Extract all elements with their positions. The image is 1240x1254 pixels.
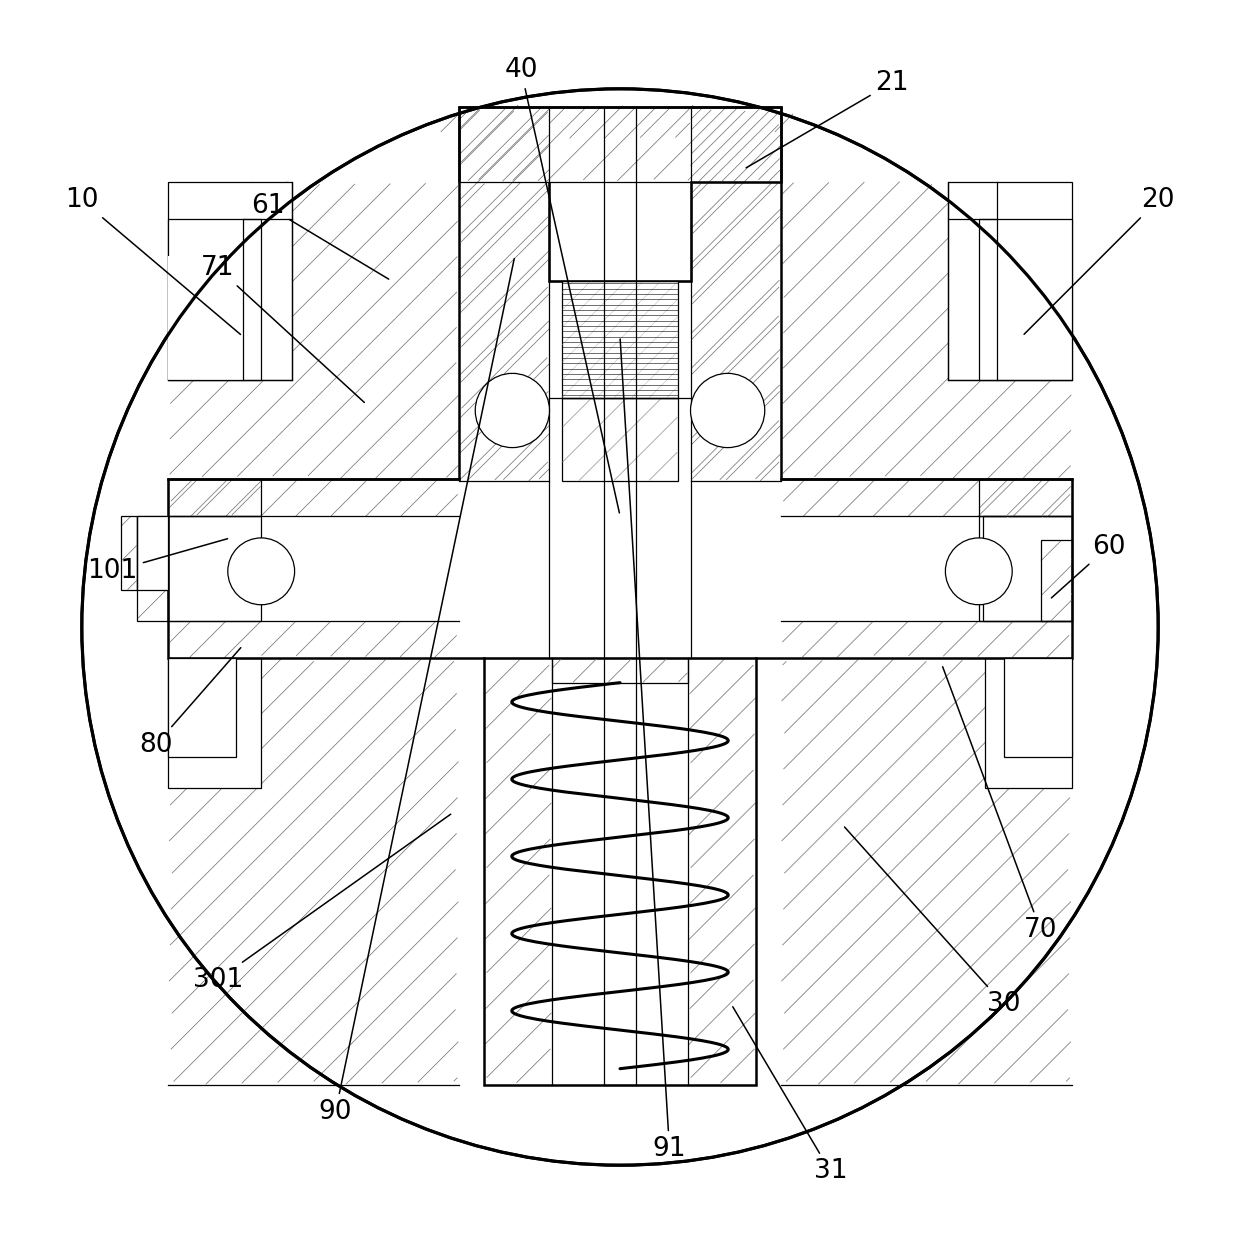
- Bar: [1040, 540, 1071, 621]
- Text: 71: 71: [201, 256, 365, 403]
- Text: 30: 30: [844, 828, 1021, 1017]
- Bar: [122, 515, 138, 589]
- Circle shape: [945, 538, 1012, 604]
- Text: 80: 80: [139, 647, 241, 757]
- Bar: [552, 658, 688, 682]
- Text: 61: 61: [250, 193, 388, 280]
- Bar: [1003, 658, 1071, 757]
- Bar: [985, 658, 1071, 788]
- Circle shape: [691, 374, 765, 448]
- Bar: [982, 515, 1071, 621]
- Text: 20: 20: [1024, 187, 1176, 335]
- Bar: [978, 479, 1071, 515]
- Bar: [138, 515, 169, 589]
- Text: 70: 70: [942, 667, 1058, 943]
- Circle shape: [475, 374, 549, 448]
- Bar: [781, 515, 1071, 621]
- Bar: [169, 256, 243, 380]
- Text: 10: 10: [64, 187, 241, 335]
- Bar: [169, 218, 262, 380]
- Bar: [169, 658, 262, 788]
- Bar: [169, 515, 262, 621]
- Bar: [947, 182, 1071, 380]
- Bar: [484, 482, 756, 658]
- Text: 60: 60: [1052, 534, 1126, 598]
- Text: 91: 91: [620, 339, 686, 1162]
- Bar: [138, 515, 169, 621]
- Bar: [562, 281, 678, 398]
- Circle shape: [228, 538, 295, 604]
- Bar: [549, 182, 691, 482]
- Bar: [978, 515, 1071, 621]
- Bar: [552, 658, 688, 1085]
- Text: 301: 301: [192, 814, 450, 993]
- Bar: [562, 398, 678, 482]
- Bar: [169, 658, 237, 757]
- Text: 40: 40: [505, 58, 620, 513]
- Circle shape: [82, 89, 1158, 1165]
- Text: 21: 21: [746, 70, 909, 168]
- Bar: [978, 218, 1071, 380]
- Bar: [169, 515, 459, 621]
- Text: 31: 31: [733, 1007, 847, 1184]
- Text: 101: 101: [88, 539, 228, 584]
- Bar: [169, 182, 293, 380]
- Text: 90: 90: [319, 258, 515, 1125]
- Bar: [169, 479, 262, 515]
